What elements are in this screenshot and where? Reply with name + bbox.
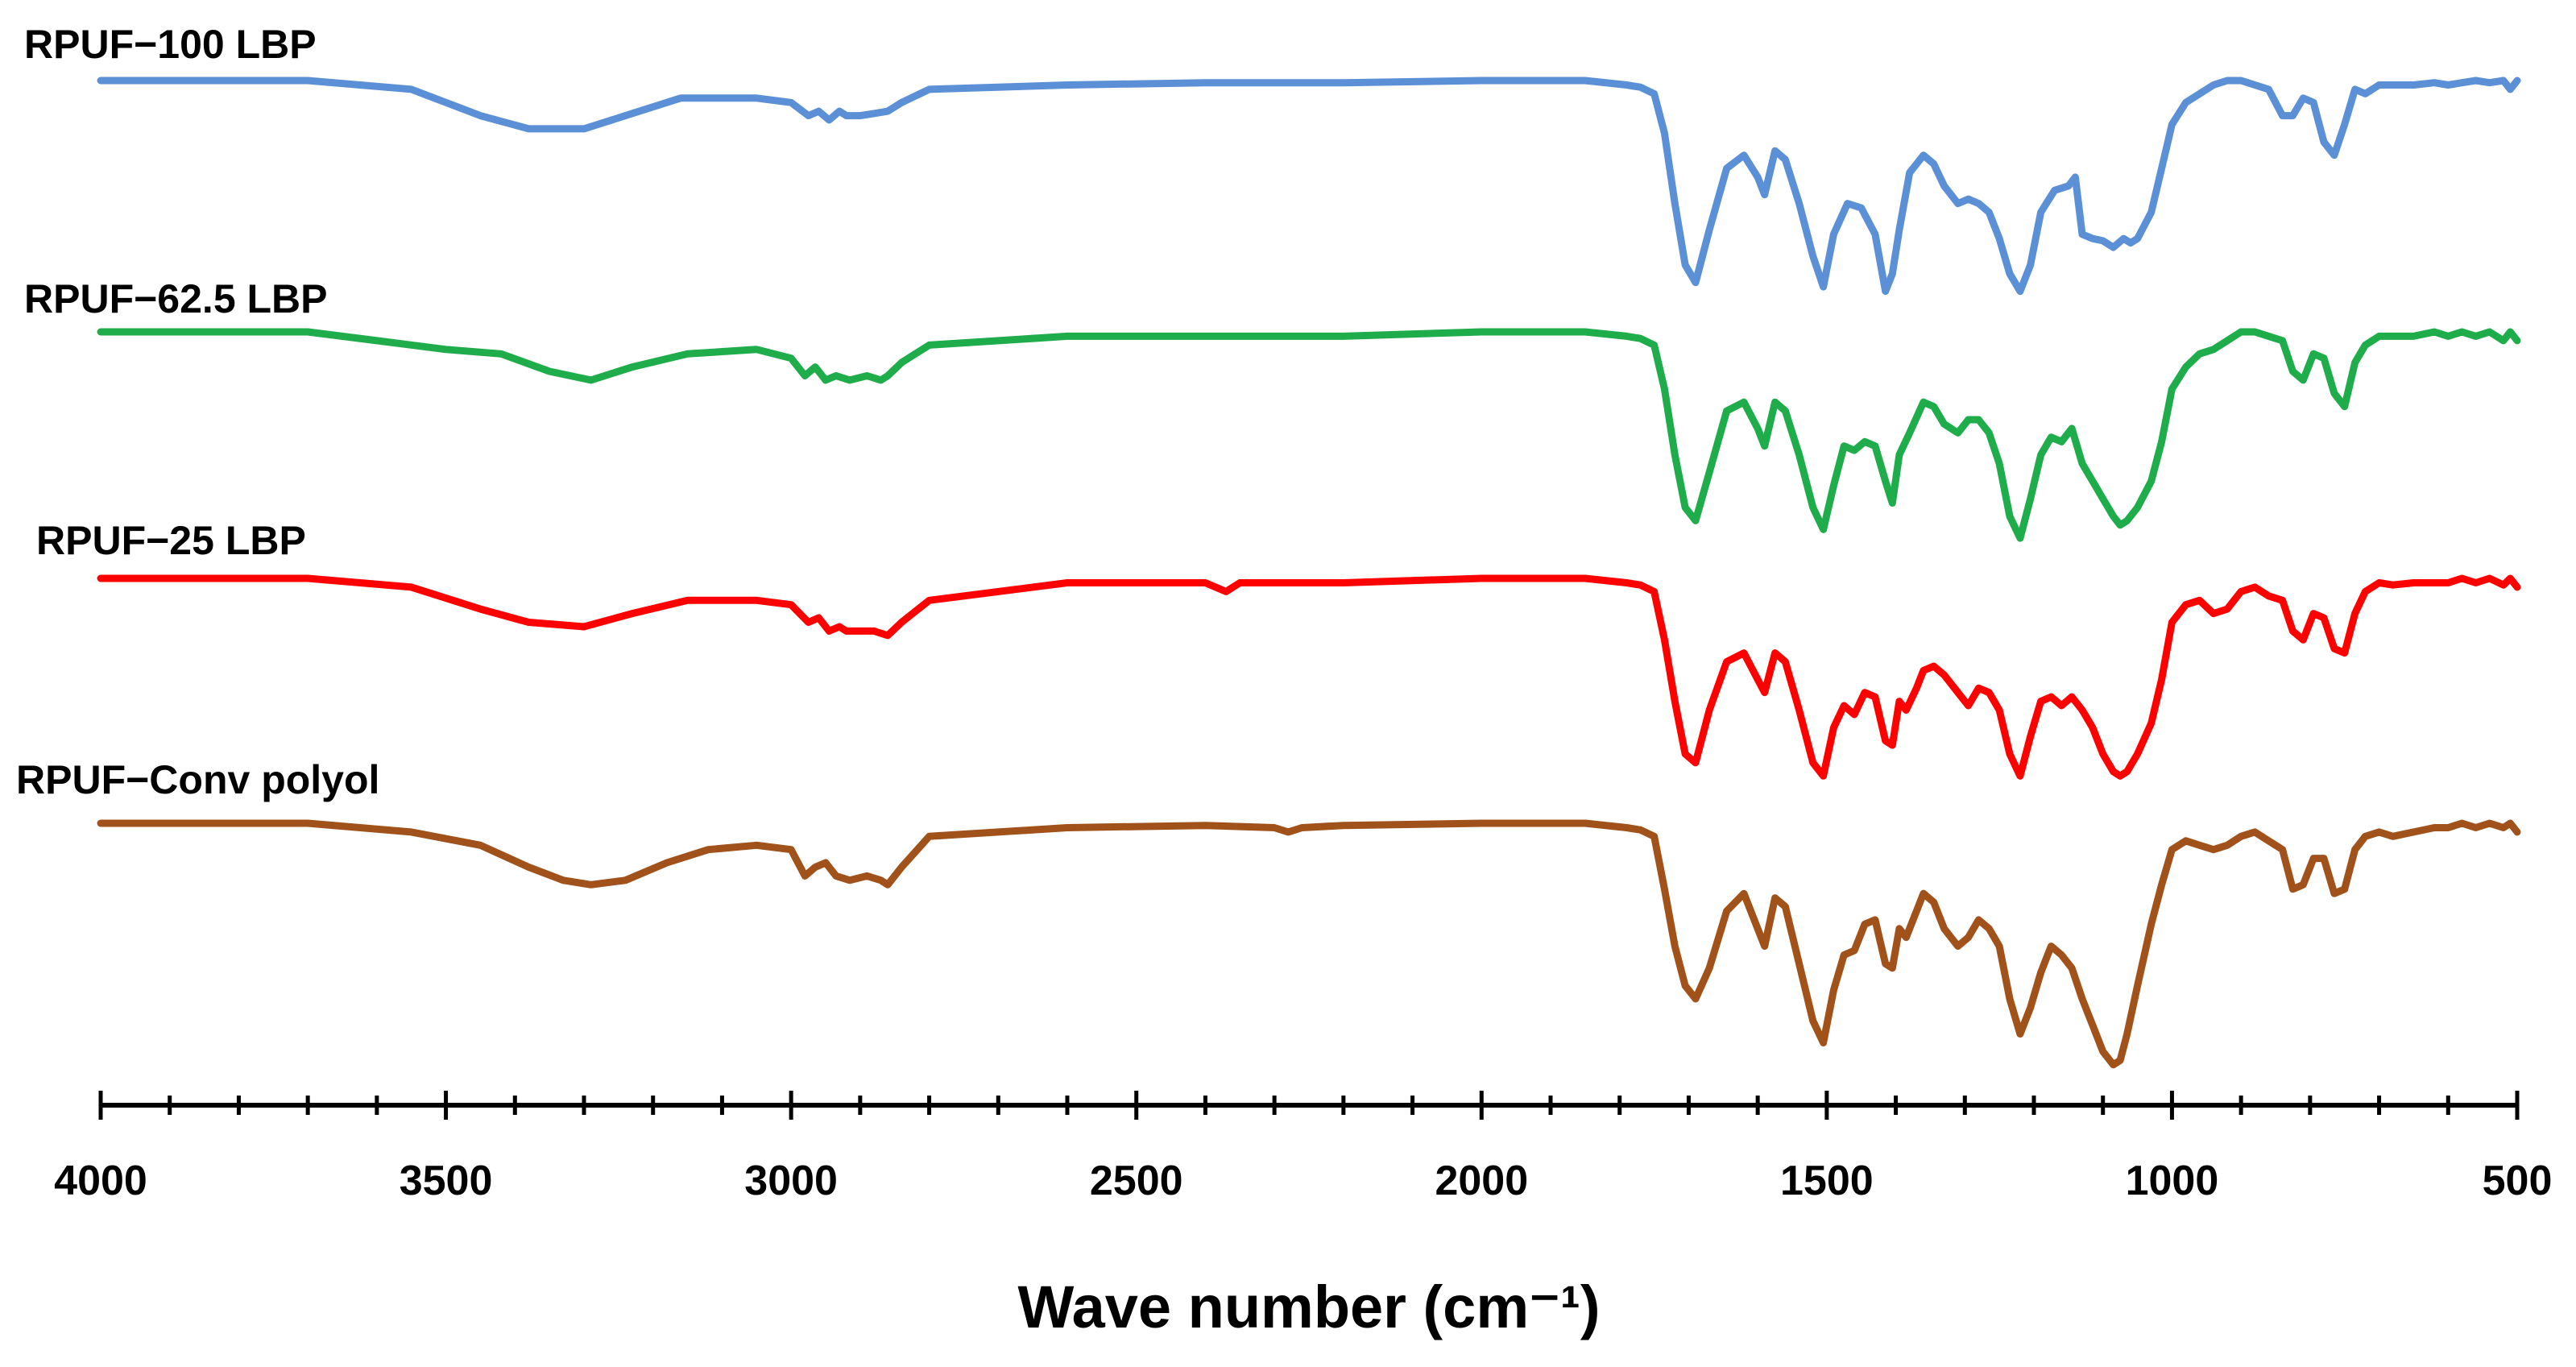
series-label-3: RPUF−25 LBP <box>36 518 306 563</box>
x-axis-ticks <box>98 1091 2520 1120</box>
x-axis-title: Wave number (cm⁻¹) <box>1018 1274 1601 1340</box>
x-tick-label: 4000 <box>54 1158 147 1204</box>
x-tick-label: 3500 <box>400 1158 493 1204</box>
series-line-3 <box>97 574 2521 780</box>
x-tick-label: 2500 <box>1090 1158 1183 1204</box>
spectra-traces <box>97 77 2521 1069</box>
series-line-1 <box>97 77 2521 296</box>
x-tick-label: 1000 <box>2126 1158 2219 1204</box>
series-line-2 <box>97 328 2521 542</box>
x-tick-label: 2000 <box>1435 1158 1528 1204</box>
series-labels: RPUF−100 LBP RPUF−62.5 LBP RPUF−25 LBP RPUF… <box>16 22 379 802</box>
series-label-1: RPUF−100 LBP <box>24 22 317 67</box>
series-label-2: RPUF−62.5 LBP <box>24 276 328 321</box>
x-axis-tick-labels: 4000 3500 3000 2500 2000 1500 1000 500 <box>54 1158 2552 1204</box>
x-tick-label: 3000 <box>744 1158 838 1204</box>
x-tick-label: 500 <box>2483 1158 2553 1204</box>
x-tick-label: 1500 <box>1780 1158 1874 1204</box>
series-label-4: RPUF−Conv polyol <box>16 757 379 802</box>
series-line-4 <box>97 819 2521 1069</box>
x-axis: 4000 3500 3000 2500 2000 1500 1000 500 <box>54 1091 2552 1204</box>
